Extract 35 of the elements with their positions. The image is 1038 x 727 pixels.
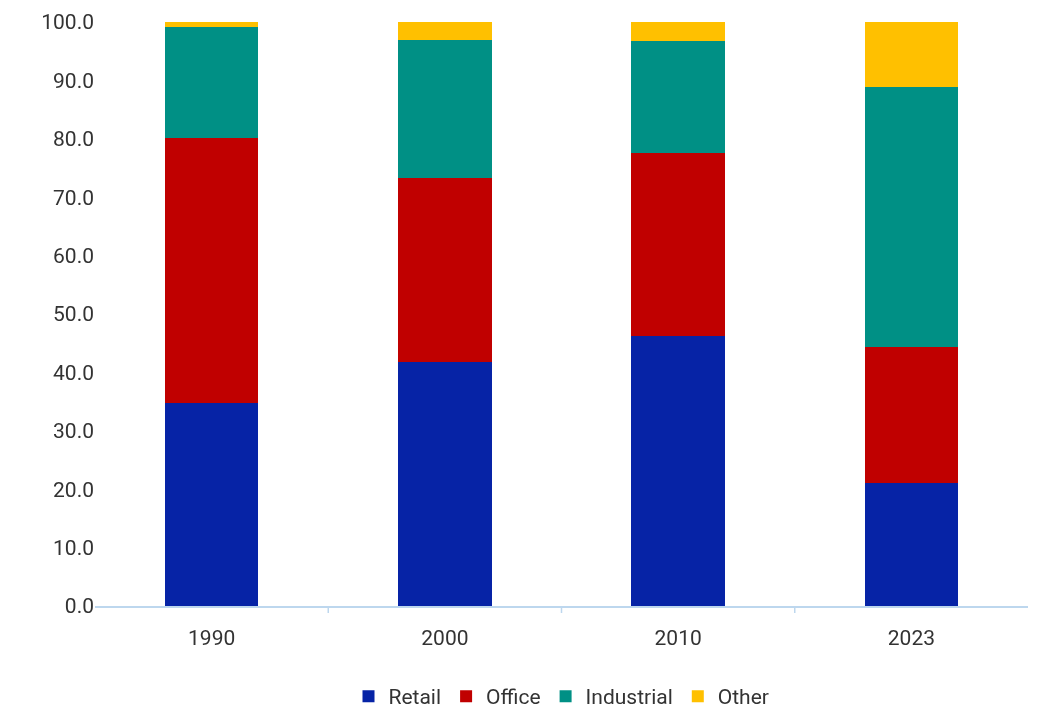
bar [631,41,725,154]
bar [398,39,492,178]
bar [864,483,959,606]
bar [398,177,492,363]
y-tick-label: 70.0 [53,185,94,210]
y-tick-label: 10.0 [53,535,94,560]
legend-label: Office [486,685,541,710]
bar [864,86,959,347]
y-tick-label: 50.0 [53,302,94,327]
bar [164,138,259,404]
y-tick-label: 60.0 [53,243,94,268]
x-tick-label: 2010 [654,625,702,650]
bar [864,346,959,484]
bar [164,22,259,27]
x-tick-label: 2000 [421,625,469,650]
y-tick-label: 80.0 [53,127,94,152]
bar [164,26,259,139]
bar [398,22,492,40]
y-tick-label: 40.0 [53,360,94,385]
bar [631,336,725,606]
x-tick-label: 1990 [188,625,236,650]
y-tick-label: 90.0 [53,68,94,93]
bar [864,22,959,87]
y-tick-label: 0.0 [64,594,94,619]
y-tick-label: 20.0 [53,477,94,502]
y-tick-label: 100.0 [41,10,94,35]
y-tick-label: 30.0 [53,419,94,444]
bar [631,153,725,337]
bar [631,22,725,42]
bar [398,362,492,606]
legend-label: Other [717,685,769,710]
legend-label: Industrial [585,685,673,710]
bar [164,403,259,606]
legend-label: Retail [388,685,442,710]
x-tick-label: 2023 [887,625,935,650]
